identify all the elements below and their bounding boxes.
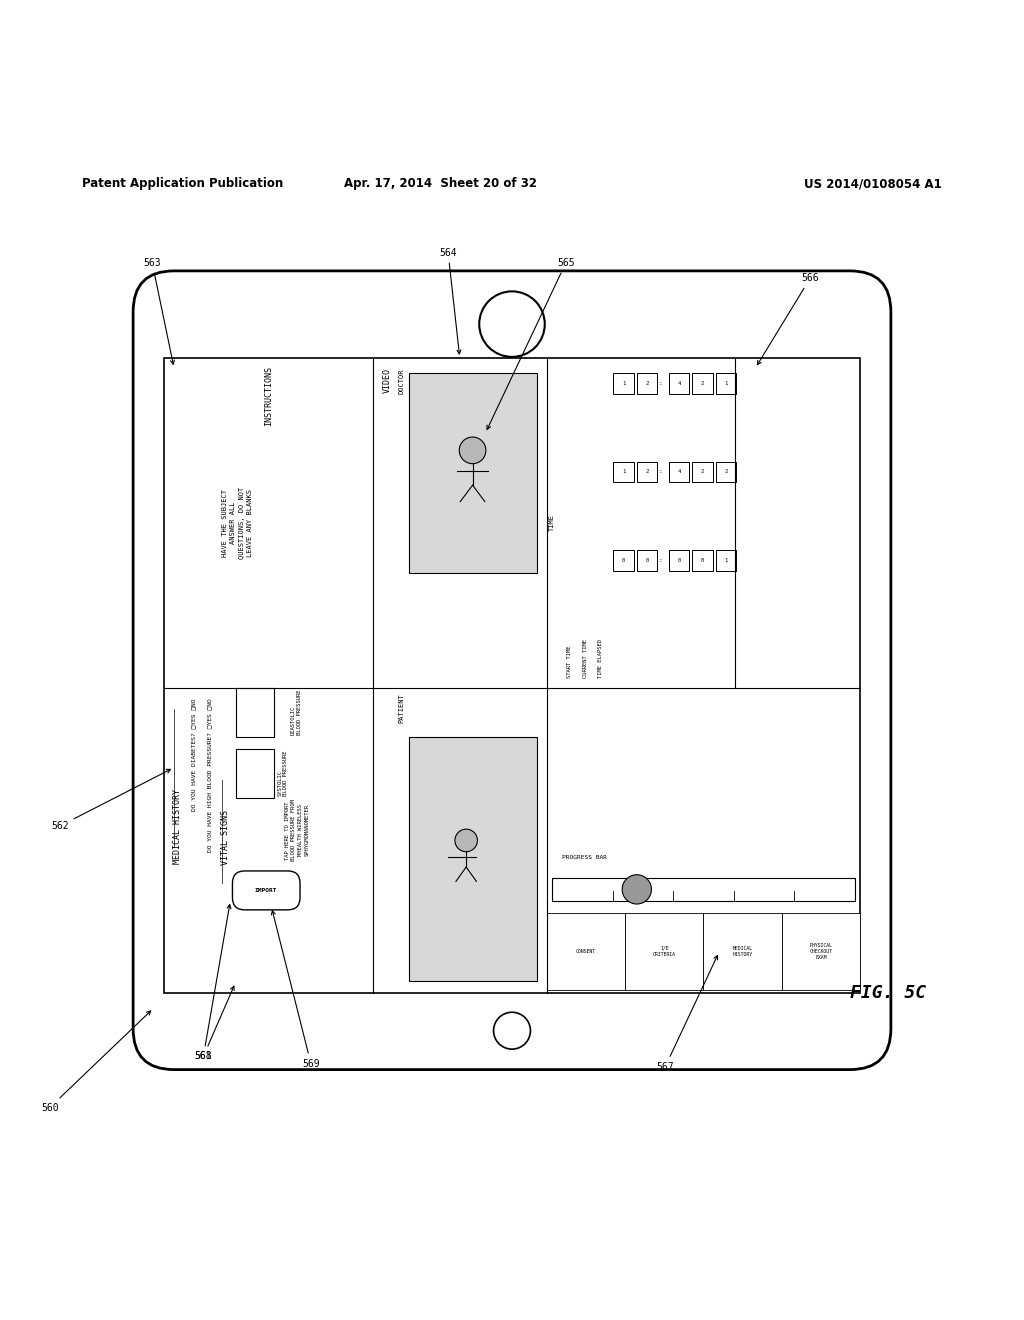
Text: 1: 1 [622,470,626,474]
Bar [716,374,736,393]
Bar [692,374,713,393]
Bar [613,550,634,570]
Text: 1: 1 [622,381,626,385]
Text: MEDICAL
HISTORY: MEDICAL HISTORY [732,945,753,957]
Bar [669,374,689,393]
Text: 1: 1 [724,381,728,385]
Circle shape [623,875,651,904]
Text: :: : [658,558,663,562]
Text: FIG. 5C: FIG. 5C [850,983,926,1002]
FancyBboxPatch shape [232,871,300,909]
Bar [692,462,713,482]
Text: CONSENT: CONSENT [575,949,596,954]
Bar [637,550,657,570]
Text: CURRENT TIME: CURRENT TIME [583,639,588,677]
Text: 562: 562 [51,770,171,832]
Text: 4: 4 [677,470,681,474]
Text: DO YOU HAVE DIABETES? □YES □NO: DO YOU HAVE DIABETES? □YES □NO [191,698,197,810]
Circle shape [459,437,486,463]
Text: TAP HERE TO IMPORT
BLOOD PRESSURE FROM
MHEALTH WIRELESS
SPHYGMOMANOMETER: TAP HERE TO IMPORT BLOOD PRESSURE FROM M… [285,800,309,861]
Text: Apr. 17, 2014  Sheet 20 of 32: Apr. 17, 2014 Sheet 20 of 32 [344,177,537,190]
Bar [236,688,274,737]
Text: IMPORT: IMPORT [255,888,278,892]
Text: 0: 0 [677,558,681,562]
Circle shape [455,829,477,851]
Text: TIME: TIME [549,515,555,532]
Text: 563: 563 [143,257,174,364]
Bar [637,374,657,393]
Text: 569: 569 [271,911,319,1068]
Text: MEDICAL HISTORY: MEDICAL HISTORY [173,789,181,865]
Text: DIASTOLIC
BLOOD PRESSURE: DIASTOLIC BLOOD PRESSURE [291,689,302,735]
Text: 567: 567 [656,956,718,1072]
Bar [613,374,634,393]
Text: HAVE THE SUBJECT
ANSWER ALL
QUESTIONS, DO NOT
LEAVE ANY BLANKS: HAVE THE SUBJECT ANSWER ALL QUESTIONS, D… [222,487,253,560]
Bar [409,737,537,981]
Text: PATIENT: PATIENT [398,693,404,723]
Bar [716,462,736,482]
Bar [637,462,657,482]
Text: 2: 2 [700,470,705,474]
Text: 0: 0 [700,558,705,562]
Text: 561: 561 [195,986,234,1061]
Text: PHYSICAL
CHECKOUT
EXAM: PHYSICAL CHECKOUT EXAM [810,942,833,960]
Text: DO YOU HAVE HIGH BLOOD PRESSURE? □YES □NO: DO YOU HAVE HIGH BLOOD PRESSURE? □YES □N… [208,698,213,851]
Text: 1: 1 [724,558,728,562]
Text: 560: 560 [41,1011,151,1113]
Text: :: : [658,470,663,474]
Text: VIDEO: VIDEO [383,368,392,393]
Bar [669,462,689,482]
Text: 0: 0 [645,558,649,562]
Bar [547,913,625,990]
Text: VITAL SIGNS: VITAL SIGNS [221,809,229,865]
FancyBboxPatch shape [133,271,891,1069]
Bar [625,913,703,990]
Text: 0: 0 [622,558,626,562]
Text: TIME ELAPSED: TIME ELAPSED [598,639,603,677]
Text: 564: 564 [439,248,461,354]
Text: US 2014/0108054 A1: US 2014/0108054 A1 [804,177,942,190]
Bar [703,913,782,990]
Text: 568: 568 [195,904,231,1061]
Circle shape [479,292,545,356]
Bar [692,550,713,570]
Bar [782,913,860,990]
Text: 2: 2 [645,470,649,474]
Text: 565: 565 [487,257,574,429]
Text: 566: 566 [758,273,819,364]
Bar [552,878,855,900]
Text: 2: 2 [724,470,728,474]
Text: PROGRESS BAR: PROGRESS BAR [562,854,607,859]
Text: START TIME: START TIME [567,645,572,677]
Text: 2: 2 [645,381,649,385]
Text: 2: 2 [700,381,705,385]
Bar [716,550,736,570]
Text: Patent Application Publication: Patent Application Publication [82,177,284,190]
Text: INSTRUCTIONS: INSTRUCTIONS [264,366,272,426]
Circle shape [494,1012,530,1049]
Text: SYSTOLIC
BLOOD PRESSURE: SYSTOLIC BLOOD PRESSURE [278,751,289,796]
Bar [409,374,537,573]
Bar [164,358,860,993]
Text: I/E
CRITERIA: I/E CRITERIA [653,945,676,957]
Bar [236,748,274,799]
Text: :: : [658,381,663,385]
Text: 4: 4 [677,381,681,385]
Text: DOCTOR: DOCTOR [398,368,404,393]
Bar [613,462,634,482]
Bar [669,550,689,570]
